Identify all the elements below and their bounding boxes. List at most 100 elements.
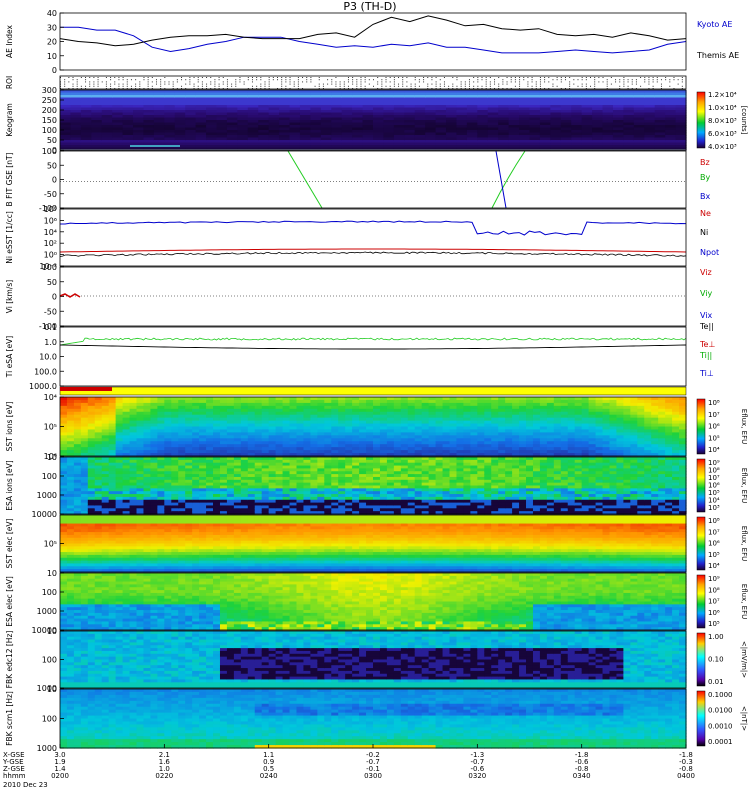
keogram-cell [101,90,113,94]
keogram-cell [164,122,176,126]
keogram-cell [237,97,249,101]
roi-mark [268,77,270,78]
keogram-cell [185,115,197,119]
keogram-cell [414,95,426,99]
roi-mark [656,81,658,83]
keogram-cell [143,107,155,111]
roi-mark [201,81,203,83]
roi-mark [402,83,404,85]
roi-mark [310,79,312,81]
roi-mark [514,77,516,78]
keogram-cell [206,90,218,94]
keogram-cell [352,137,364,141]
series-line-1 [59,15,687,47]
roi-mark [389,88,391,89]
roi-mark [660,85,662,87]
keogram-cell [331,135,343,139]
roi-mark [452,88,454,89]
roi-mark [539,81,541,83]
keogram-cell [299,112,311,116]
roi-mark [80,88,82,89]
roi-mark [105,88,107,89]
keogram-cell [133,112,145,116]
keogram-cell [331,130,343,134]
roi-mark [552,79,554,81]
roi-mark [527,83,529,85]
keogram-cell [289,132,301,136]
keogram-cell [185,102,197,106]
keogram-cell [112,105,124,109]
roi-mark [468,83,470,85]
roi-mark [581,79,583,81]
roi-mark [322,88,324,89]
keogram-cell [289,95,301,99]
keogram-cell [279,125,291,129]
keogram-cell [373,112,385,116]
roi-mark [677,79,679,81]
roi-mark [631,81,633,83]
roi-mark [105,81,107,83]
keogram-cell [320,90,332,94]
keogram-cell [122,115,134,119]
keogram-cell [258,120,270,124]
roi-mark [356,88,358,89]
keogram-cell [226,140,238,144]
keogram-cell [164,115,176,119]
series-line-0 [60,26,687,54]
roi-mark [251,88,253,89]
roi-mark [68,81,70,83]
y-tick-label: 200 [42,106,57,115]
roi-mark [297,88,299,89]
keogram-cell [226,92,238,96]
keogram-cell [237,95,249,99]
y-tick-label: 50 [47,136,57,145]
keogram-cell [404,140,416,144]
keogram-cell [91,120,103,124]
keogram-cell [383,105,395,109]
roi-mark [181,85,183,87]
roi-mark [427,83,429,85]
y-tick-label: 10⁰ [44,251,57,260]
keogram-cell [383,115,395,119]
y-tick-label: 10² [44,239,57,248]
keogram-cell [174,127,186,131]
keogram-cell [60,125,72,129]
roi-mark [423,81,425,83]
colorbar-label: 10⁶ [708,423,720,431]
roi-mark [606,79,608,81]
roi-mark [585,77,587,78]
roi-mark [285,81,287,83]
y-tick-label: 10⁵ [44,423,57,432]
roi-mark [235,85,237,87]
roi-mark [185,88,187,89]
roi-mark [418,79,420,81]
y-tick-label: 100.0 [34,367,57,376]
keogram-cell [133,105,145,109]
roi-mark [368,79,370,81]
keogram-cell [70,117,82,121]
keogram-cell [153,112,165,116]
keogram-cell [393,122,405,126]
keogram-cell [174,120,186,124]
keogram-cell [404,137,416,141]
keogram-cell [112,110,124,114]
keogram-cell [320,132,332,136]
roi-mark [193,83,195,85]
keogram-cell [206,100,218,104]
keogram-cell [80,90,92,94]
roi-mark [506,77,508,78]
keogram-cell [91,125,103,129]
keogram-cell [289,107,301,111]
keogram-cell [310,95,322,99]
keogram-cell [70,92,82,96]
keogram-cell [268,97,280,101]
keogram-cell [226,100,238,104]
roi-mark [172,88,174,89]
roi-mark [569,77,571,78]
colorbar-label: 1.0×10⁴ [708,104,737,112]
keogram-cell [320,122,332,126]
keogram-cell [174,140,186,144]
roi-mark [143,79,145,81]
keogram-cell [299,105,311,109]
panel-ylabel: Keogram [5,103,14,137]
